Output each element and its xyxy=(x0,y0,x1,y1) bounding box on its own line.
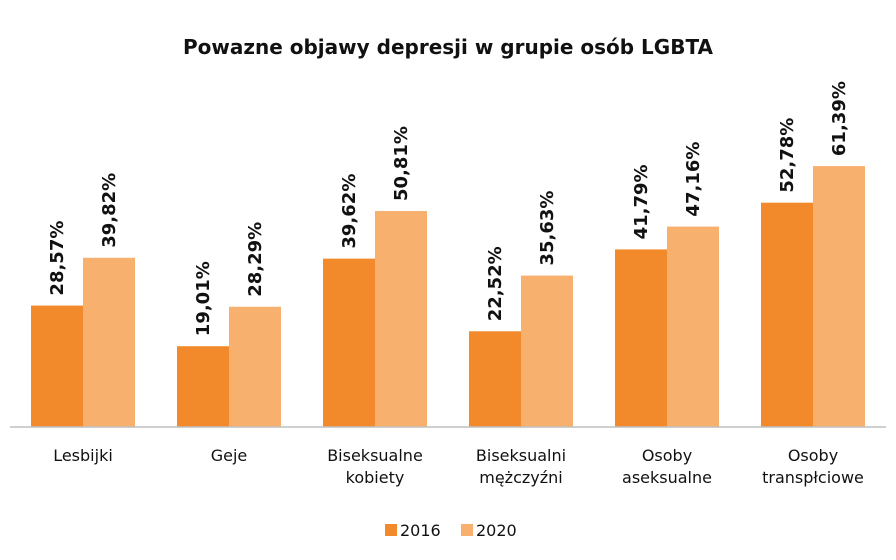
chart-title: Powazne objawy depresji w grupie osób LG… xyxy=(183,35,714,59)
category-labels-group: Lesbijki Geje Biseksualne kobiety Biseksualn… xyxy=(53,446,864,487)
data-label-2016-1: 19,01% xyxy=(193,261,214,336)
data-label-2016-5: 52,78% xyxy=(777,118,798,193)
bar-2016-3 xyxy=(469,331,521,427)
category-label-0-line-0: Lesbijki xyxy=(53,446,113,465)
category-label-1-line-0: Geje xyxy=(211,446,248,465)
bar-2020-3 xyxy=(521,275,573,427)
category-label-2-line-1: kobiety xyxy=(346,468,405,487)
bar-2016-5 xyxy=(761,202,813,427)
data-label-2016-2: 39,62% xyxy=(339,174,360,249)
data-labels-group: 28,57% 39,82% 19,01% 28,29% 39,62% 50,81% 22,5… xyxy=(47,81,850,336)
bar-2020-2 xyxy=(375,211,427,427)
bar-2016-4 xyxy=(615,249,667,427)
bar-2020-1 xyxy=(229,306,281,427)
legend-label-2016: 2016 xyxy=(400,521,441,540)
bar-2016-1 xyxy=(177,346,229,427)
bar-2020-4 xyxy=(667,226,719,427)
data-label-2020-0: 39,82% xyxy=(99,173,120,248)
bars-group xyxy=(31,166,865,427)
bar-2016-0 xyxy=(31,305,83,427)
category-label-4-line-1: aseksualne xyxy=(622,468,712,487)
bar-2020-5 xyxy=(813,166,865,427)
data-label-2016-4: 41,79% xyxy=(631,164,652,239)
data-label-2020-2: 50,81% xyxy=(391,126,412,201)
legend: 2016 2020 xyxy=(385,521,517,540)
data-label-2016-3: 22,52% xyxy=(485,246,506,321)
data-label-2016-0: 28,57% xyxy=(47,221,68,296)
category-label-4-line-0: Osoby xyxy=(642,446,692,465)
category-label-2-line-0: Biseksualne xyxy=(327,446,423,465)
legend-swatch-2016 xyxy=(385,524,397,536)
category-label-5-line-0: Osoby xyxy=(788,446,838,465)
data-label-2020-3: 35,63% xyxy=(537,191,558,266)
data-label-2020-4: 47,16% xyxy=(683,142,704,217)
legend-swatch-2020 xyxy=(461,524,473,536)
bar-2020-0 xyxy=(83,257,135,427)
category-label-3-line-1: mężczyźni xyxy=(479,468,562,487)
category-label-3-line-0: Biseksualni xyxy=(476,446,566,465)
bar-2016-2 xyxy=(323,258,375,427)
data-label-2020-5: 61,39% xyxy=(829,81,850,156)
legend-label-2020: 2020 xyxy=(476,521,517,540)
data-label-2020-1: 28,29% xyxy=(245,222,266,297)
category-label-5-line-1: transpłciowe xyxy=(762,468,864,487)
